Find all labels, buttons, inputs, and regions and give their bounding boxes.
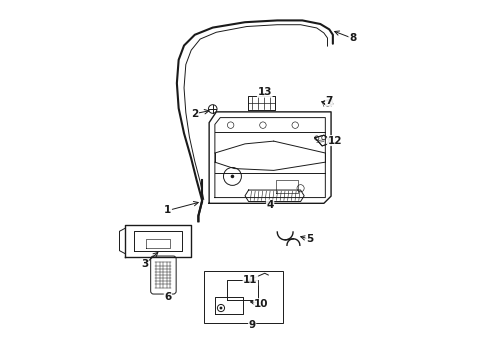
- Polygon shape: [315, 135, 329, 146]
- Text: 2: 2: [191, 109, 198, 119]
- Circle shape: [231, 175, 234, 178]
- Bar: [204, 271, 283, 323]
- Polygon shape: [322, 99, 333, 107]
- Text: 4: 4: [267, 200, 274, 210]
- Text: 8: 8: [349, 33, 356, 43]
- Text: 11: 11: [243, 275, 258, 285]
- Text: 5: 5: [306, 234, 313, 244]
- Text: 10: 10: [254, 299, 269, 309]
- Text: 9: 9: [248, 320, 256, 330]
- Text: 12: 12: [327, 136, 342, 145]
- Text: 7: 7: [325, 96, 333, 106]
- Text: 1: 1: [164, 206, 171, 216]
- Text: 13: 13: [257, 87, 272, 97]
- Text: 3: 3: [141, 259, 148, 269]
- Circle shape: [220, 307, 222, 310]
- Text: 6: 6: [164, 292, 171, 302]
- FancyBboxPatch shape: [151, 256, 176, 294]
